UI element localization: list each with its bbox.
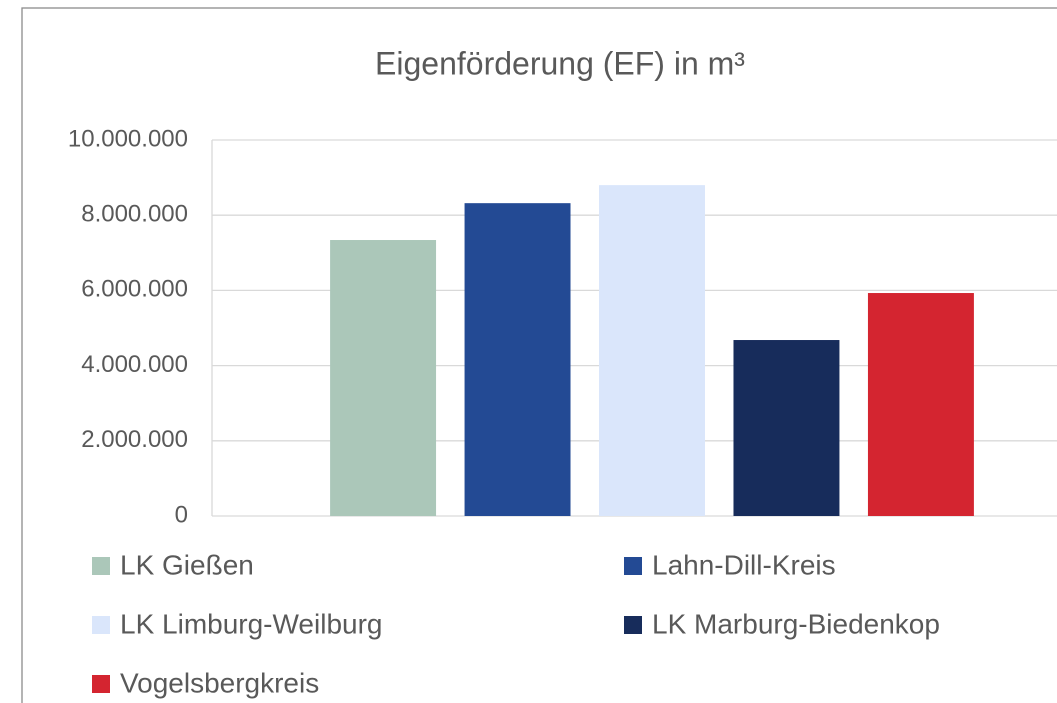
bar [599,185,705,516]
legend-label: LK Gießen [120,549,254,580]
y-tick-label: 0 [175,501,188,528]
legend-swatch [624,557,642,575]
legend-label: Vogelsbergkreis [120,667,319,698]
y-tick-label: 8.000.000 [81,201,188,228]
bar [733,340,840,516]
legend-label: LK Limburg-Weilburg [120,608,383,639]
bar [330,240,437,517]
legend-label: Lahn-Dill-Kreis [652,549,836,580]
y-tick-label: 4.000.000 [81,351,188,378]
legend-swatch [624,616,642,634]
bar [867,293,974,516]
y-tick-label: 6.000.000 [81,276,188,303]
bar [464,203,571,516]
legend-swatch [92,557,110,575]
y-tick-label: 10.000.000 [68,125,188,152]
legend-swatch [92,675,110,693]
chart-title: Eigenförderung (EF) in m³ [375,45,745,81]
y-tick-label: 2.000.000 [81,426,188,453]
legend-swatch [92,616,110,634]
legend-label: LK Marburg-Biedenkop [652,608,940,639]
